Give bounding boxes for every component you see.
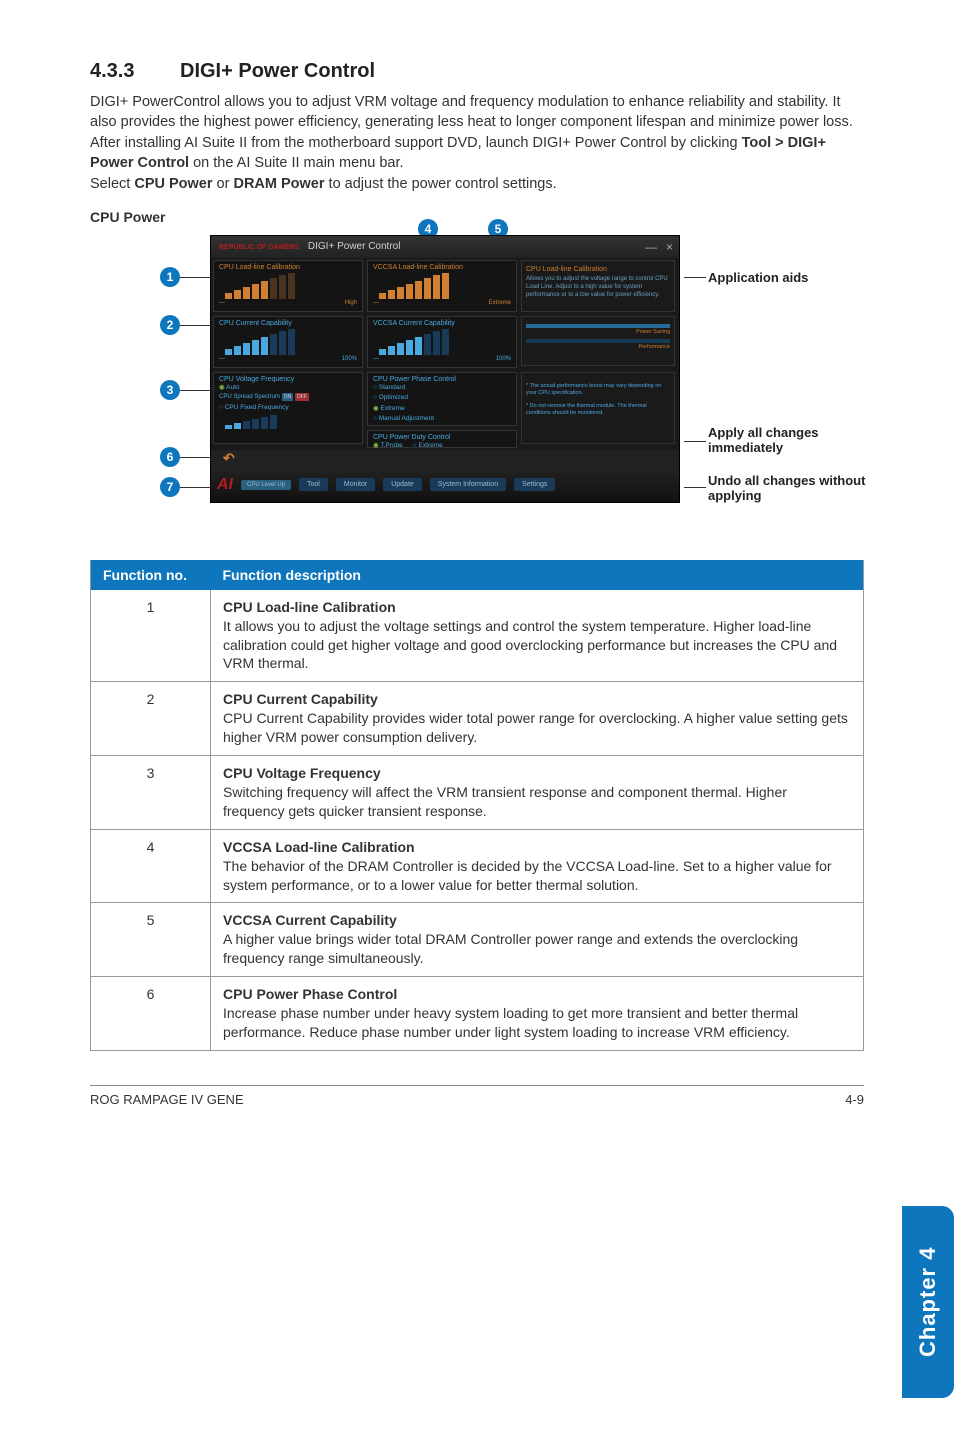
intro-paragraph-1: DIGI+ PowerControl allows you to adjust … <box>90 93 864 132</box>
heading-number: 4.3.3 <box>90 60 180 83</box>
function-table: Function no. Function description 1CPU L… <box>90 560 864 1051</box>
callout-badge-3: 3 <box>160 380 180 400</box>
fn-description: CPU Voltage FrequencySwitching frequency… <box>211 756 864 830</box>
fn-number: 3 <box>91 756 211 830</box>
section-heading: 4.3.3DIGI+ Power Control <box>90 60 864 83</box>
panel-title: CPU Current Capability <box>219 320 357 327</box>
intro-paragraph-3: Select CPU Power or DRAM Power to adjust… <box>90 175 864 195</box>
lead-line <box>684 441 706 442</box>
titlebar: REPUBLIC OF GAMERS DIGI+ Power Control —… <box>211 236 679 258</box>
level-bars <box>379 329 511 355</box>
panel-vccsa-current[interactable]: VCCSA Current Capability —100% <box>367 316 517 368</box>
ai-tab-settings[interactable]: Settings <box>514 478 555 491</box>
fn-number: 4 <box>91 829 211 903</box>
ai-suite-bar: AI CPU Level Up Tool Monitor Update Syst… <box>211 468 679 502</box>
level-bars <box>225 329 357 355</box>
fn-body: A higher value brings wider total DRAM C… <box>223 931 798 966</box>
undo-icon[interactable]: ↶ <box>223 450 235 467</box>
th-function-desc: Function description <box>211 560 864 590</box>
close-icon[interactable]: × <box>666 236 673 258</box>
label-undo: Undo all changes without applying <box>708 473 868 504</box>
window-title: DIGI+ Power Control <box>308 241 401 252</box>
fn-title: CPU Current Capability <box>223 690 851 709</box>
panel-title: CPU Power Phase Control <box>373 376 511 383</box>
fn-description: VCCSA Current CapabilityA higher value b… <box>211 903 864 977</box>
help-panel: CPU Load-line Calibration Allows you to … <box>521 260 675 312</box>
table-row: 6CPU Power Phase ControlIncrease phase n… <box>91 977 864 1051</box>
page-footer: ROG RAMPAGE IV GENE 4-9 <box>90 1085 864 1107</box>
ai-tab-update[interactable]: Update <box>383 478 422 491</box>
screenshot-area: 1 2 3 6 7 4 5 Application aids Apply all… <box>90 225 864 540</box>
panel-cpu-vfreq[interactable]: CPU Voltage Frequency Auto CPU Spread Sp… <box>213 372 363 444</box>
lead-line <box>684 487 706 488</box>
fn-title: CPU Load-line Calibration <box>223 598 851 617</box>
ai-tab-tool[interactable]: Tool <box>299 478 328 491</box>
footer-left: ROG RAMPAGE IV GENE <box>90 1092 244 1107</box>
lead-line <box>180 325 212 326</box>
lead-line <box>180 390 212 391</box>
callout-badge-7: 7 <box>160 477 180 497</box>
panel-cpu-duty[interactable]: CPU Power Duty Control T.Probe Extreme <box>367 430 517 448</box>
panel-title: VCCSA Current Capability <box>373 320 511 327</box>
lead-line <box>684 277 706 278</box>
panel-vccsa-load[interactable]: VCCSA Load-line Calibration —Extreme <box>367 260 517 312</box>
fn-title: CPU Voltage Frequency <box>223 764 851 783</box>
table-row: 3CPU Voltage FrequencySwitching frequenc… <box>91 756 864 830</box>
fn-body: The behavior of the DRAM Controller is d… <box>223 858 832 893</box>
fn-number: 6 <box>91 977 211 1051</box>
rog-logo: REPUBLIC OF GAMERS <box>219 244 299 251</box>
heading-title: DIGI+ Power Control <box>180 60 375 82</box>
intro-paragraph-2: After installing AI Suite II from the mo… <box>90 134 864 173</box>
level-bars <box>225 273 357 299</box>
footer-right: 4-9 <box>845 1092 864 1107</box>
legend-panel: Power Saving Performance <box>521 316 675 366</box>
table-row: 4VCCSA Load-line CalibrationThe behavior… <box>91 829 864 903</box>
ai-tab-monitor[interactable]: Monitor <box>336 478 375 491</box>
table-row: 5VCCSA Current CapabilityA higher value … <box>91 903 864 977</box>
label-apply: Apply all changes immediately <box>708 425 868 456</box>
ai-logo-icon: AI <box>217 476 233 494</box>
fn-description: CPU Power Phase ControlIncrease phase nu… <box>211 977 864 1051</box>
lead-line <box>180 487 212 488</box>
fn-number: 5 <box>91 903 211 977</box>
fn-number: 2 <box>91 682 211 756</box>
panel-title: VCCSA Load-line Calibration <box>373 264 511 271</box>
fn-description: VCCSA Load-line CalibrationThe behavior … <box>211 829 864 903</box>
ai-tab-level[interactable]: CPU Level Up <box>241 480 291 490</box>
lead-line <box>180 277 212 278</box>
lead-line <box>180 457 212 458</box>
table-row: 2CPU Current CapabilityCPU Current Capab… <box>91 682 864 756</box>
callout-badge-6: 6 <box>160 447 180 467</box>
minimize-icon[interactable]: — <box>645 236 657 258</box>
fn-number: 1 <box>91 590 211 682</box>
callout-badge-1: 1 <box>160 267 180 287</box>
fn-title: VCCSA Load-line Calibration <box>223 838 851 857</box>
panel-cpu-load[interactable]: CPU Load-line Calibration —High <box>213 260 363 312</box>
table-row: 1CPU Load-line CalibrationIt allows you … <box>91 590 864 682</box>
undo-bar: ↶ <box>211 450 679 468</box>
ai-tab-sysinfo[interactable]: System Information <box>430 478 506 491</box>
panel-title: CPU Power Duty Control <box>373 434 511 441</box>
fn-description: CPU Load-line CalibrationIt allows you t… <box>211 590 864 682</box>
label-application-aids: Application aids <box>708 270 808 285</box>
digiplus-window: REPUBLIC OF GAMERS DIGI+ Power Control —… <box>210 235 680 503</box>
cpu-power-label: CPU Power <box>90 209 864 225</box>
callout-badge-2: 2 <box>160 315 180 335</box>
panel-title: CPU Voltage Frequency <box>219 376 357 383</box>
panel-cpu-phase[interactable]: CPU Power Phase Control Standard Optimiz… <box>367 372 517 426</box>
fn-title: VCCSA Current Capability <box>223 911 851 930</box>
panel-cpu-current[interactable]: CPU Current Capability —100% <box>213 316 363 368</box>
th-function-no: Function no. <box>91 560 211 590</box>
level-bars <box>225 415 357 429</box>
panel-title: CPU Load-line Calibration <box>219 264 357 271</box>
fn-body: CPU Current Capability provides wider to… <box>223 710 848 745</box>
fn-body: Increase phase number under heavy system… <box>223 1005 798 1040</box>
level-bars <box>379 273 511 299</box>
chapter-tab: Chapter 4 <box>902 1206 954 1398</box>
fn-description: CPU Current CapabilityCPU Current Capabi… <box>211 682 864 756</box>
fn-body: It allows you to adjust the voltage sett… <box>223 618 837 672</box>
notes-panel: * The actual performance boost may vary … <box>521 372 675 444</box>
fn-title: CPU Power Phase Control <box>223 985 851 1004</box>
fn-body: Switching frequency will affect the VRM … <box>223 784 787 819</box>
